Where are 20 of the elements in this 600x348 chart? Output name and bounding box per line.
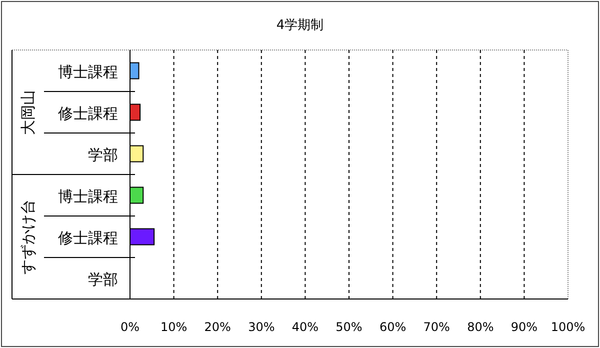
x-tick-label: 50%: [336, 320, 362, 334]
x-tick-label: 100%: [550, 320, 586, 334]
x-tick-label: 10%: [160, 320, 188, 334]
y-tick-label: 博士課程: [58, 62, 118, 81]
y-tick-label: 学部: [88, 146, 118, 164]
text: すずかけ台: [19, 199, 37, 274]
y-tick-label: 学部: [88, 270, 118, 288]
x-tick-label: 70%: [423, 320, 450, 334]
chart-title: 4学期制: [276, 18, 324, 33]
x-tick-label: 30%: [248, 320, 275, 334]
x-tick-label: 90%: [510, 320, 538, 334]
y-tick-label: 修士課程: [58, 228, 118, 247]
x-tick-label: 20%: [204, 320, 231, 334]
text: 大岡山: [19, 90, 37, 135]
x-tick-label: 40%: [292, 320, 319, 334]
x-tick-label: 80%: [467, 320, 494, 334]
y-tick-label: 修士課程: [58, 104, 118, 122]
y-tick-label: 博士課程: [58, 187, 118, 206]
x-tick-label: 60%: [379, 320, 406, 334]
x-tick-label: 0%: [120, 320, 140, 334]
